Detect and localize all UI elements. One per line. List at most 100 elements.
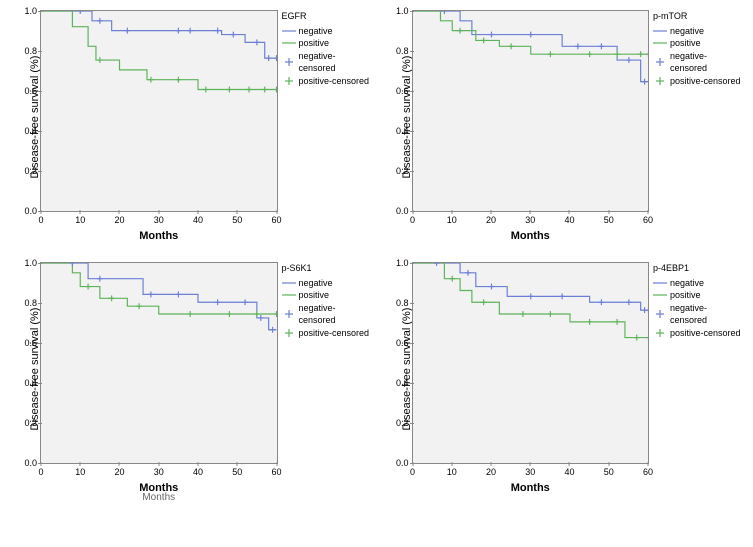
xtick-label: 50	[232, 215, 242, 225]
ytick-label: 0.2	[396, 418, 409, 428]
ytick-label: 0.2	[24, 166, 37, 176]
xtick-label: 50	[604, 215, 614, 225]
xtick-label: 0	[410, 215, 415, 225]
plot-area: C0.00.20.40.60.81.00102030405060	[40, 262, 278, 464]
x-ticks: 0102030405060	[413, 465, 649, 481]
legend-item-negative-censored: negative-censored	[653, 50, 743, 75]
legend-title: p-mTOR	[653, 10, 743, 23]
legend-item-positive-censored: positive-censored	[653, 75, 743, 88]
legend-item-positive-censored: positive-censored	[282, 75, 372, 88]
ytick-label: 0.6	[24, 86, 37, 96]
xtick-label: 30	[525, 215, 535, 225]
xtick-label: 10	[75, 215, 85, 225]
censor-swatch-icon	[653, 328, 667, 338]
xtick-label: 60	[271, 467, 281, 477]
ytick-label: 1.0	[396, 6, 409, 16]
ytick-label: 0.0	[24, 206, 37, 216]
ytick-label: 0.4	[24, 126, 37, 136]
x-ticks: 0102030405060	[41, 465, 277, 481]
y-ticks: 0.00.20.40.60.81.0	[13, 11, 37, 211]
xtick-label: 20	[114, 467, 124, 477]
censor-swatch-icon	[282, 57, 296, 67]
x-ticks: 0102030405060	[41, 213, 277, 229]
xtick-label: 40	[193, 215, 203, 225]
legend-label: positive	[670, 289, 701, 302]
legend-item-negative-censored: negative-censored	[282, 302, 372, 327]
ytick-label: 0.4	[396, 126, 409, 136]
legend-label: positive	[299, 289, 330, 302]
y-ticks: 0.00.20.40.60.81.0	[13, 263, 37, 463]
xtick-label: 20	[486, 467, 496, 477]
ytick-label: 1.0	[24, 258, 37, 268]
xtick-label: 10	[447, 215, 457, 225]
censor-swatch-icon	[653, 57, 667, 67]
legend: EGFR negativepositivenegative-censoredpos…	[278, 10, 372, 242]
xtick-label: 40	[193, 467, 203, 477]
xtick-label: 60	[643, 467, 653, 477]
line-swatch-icon	[653, 278, 667, 288]
legend-label: negative-censored	[670, 302, 743, 327]
legend: p-4EBP1negativepositivenegative-censored…	[649, 262, 743, 503]
legend-item-negative: negative	[282, 25, 372, 38]
ytick-label: 1.0	[396, 258, 409, 268]
legend-label: positive	[299, 37, 330, 50]
legend-label: negative-censored	[299, 50, 372, 75]
legend-label: negative	[670, 277, 704, 290]
x-axis-label-extra: Months	[40, 492, 278, 503]
legend-label: negative-censored	[670, 50, 743, 75]
legend-label: positive-censored	[299, 75, 370, 88]
legend-item-positive: positive	[282, 289, 372, 302]
legend-item-negative: negative	[653, 25, 743, 38]
xtick-label: 60	[271, 215, 281, 225]
legend-label: negative-censored	[299, 302, 372, 327]
xtick-label: 30	[525, 467, 535, 477]
ytick-label: 0.2	[396, 166, 409, 176]
legend-item-positive: positive	[653, 289, 743, 302]
ytick-label: 0.6	[24, 338, 37, 348]
legend-label: positive-censored	[299, 327, 370, 340]
ytick-label: 0.0	[396, 206, 409, 216]
censor-swatch-icon	[653, 309, 667, 319]
legend-label: negative	[299, 277, 333, 290]
plot-area: A0.00.20.40.60.81.00102030405060	[40, 10, 278, 212]
legend-title: EGFR	[282, 10, 372, 23]
line-swatch-icon	[653, 290, 667, 300]
ytick-label: 0.8	[24, 46, 37, 56]
xtick-label: 0	[38, 215, 43, 225]
ytick-label: 0.8	[396, 298, 409, 308]
xtick-label: 20	[114, 215, 124, 225]
xtick-label: 40	[564, 215, 574, 225]
line-swatch-icon	[282, 38, 296, 48]
ytick-label: 0.0	[396, 458, 409, 468]
y-ticks: 0.00.20.40.60.81.0	[385, 263, 409, 463]
legend-label: positive	[670, 37, 701, 50]
x-axis-label: Months	[412, 230, 650, 242]
ytick-label: 0.0	[24, 458, 37, 468]
line-swatch-icon	[282, 290, 296, 300]
line-swatch-icon	[653, 26, 667, 36]
panel-B: Disease-free survival (%)B0.00.20.40.60.…	[382, 10, 744, 242]
panel-C: Disease-free survival (%)C0.00.20.40.60.…	[10, 262, 372, 503]
legend: p-S6K1 negativepositivenegative-censoredp…	[278, 262, 372, 503]
legend: p-mTOR negativepositivenegative-censoredp…	[649, 10, 743, 242]
panel-D: Disease-free survival (%)D0.00.20.40.60.…	[382, 262, 744, 503]
xtick-label: 40	[564, 467, 574, 477]
legend-item-positive: positive	[282, 37, 372, 50]
legend-label: positive-censored	[670, 75, 741, 88]
xtick-label: 0	[410, 467, 415, 477]
legend-label: negative	[299, 25, 333, 38]
x-axis-label: Months	[412, 482, 650, 494]
x-ticks: 0102030405060	[413, 213, 649, 229]
legend-label: negative	[670, 25, 704, 38]
legend-item-negative-censored: negative-censored	[653, 302, 743, 327]
ytick-label: 0.2	[24, 418, 37, 428]
legend-title: p-S6K1	[282, 262, 372, 275]
ytick-label: 1.0	[24, 6, 37, 16]
ytick-label: 0.6	[396, 338, 409, 348]
legend-item-negative: negative	[282, 277, 372, 290]
xtick-label: 50	[232, 467, 242, 477]
xtick-label: 30	[154, 215, 164, 225]
xtick-label: 60	[643, 215, 653, 225]
line-swatch-icon	[282, 278, 296, 288]
ytick-label: 0.4	[24, 378, 37, 388]
